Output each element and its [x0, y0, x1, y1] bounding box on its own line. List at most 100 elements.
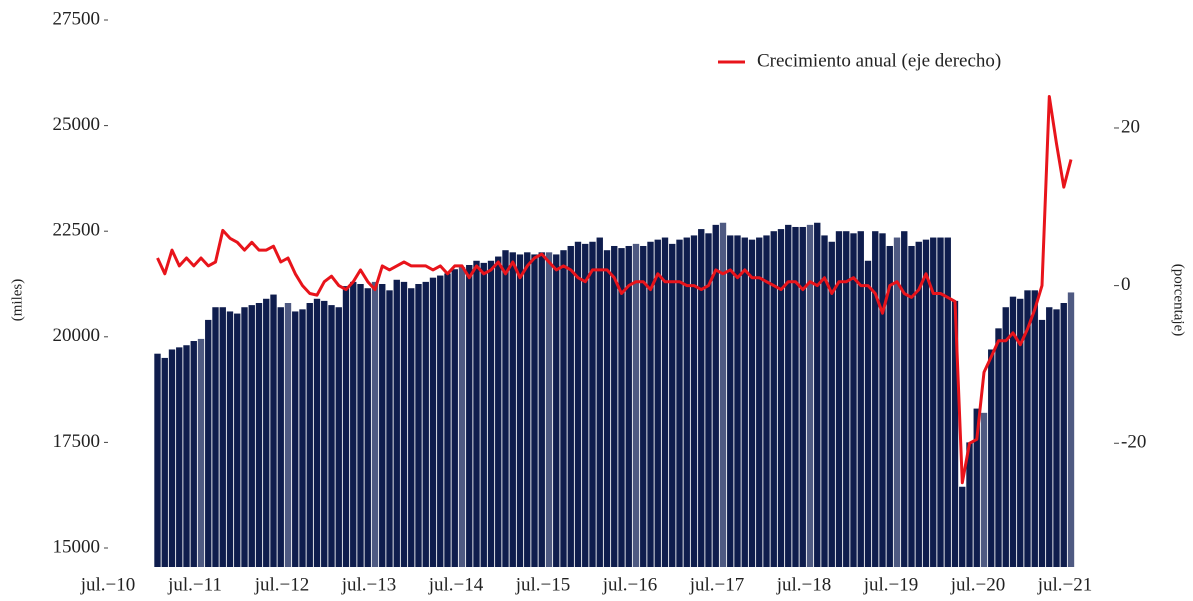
- bar: [661, 237, 669, 567]
- bar: [466, 264, 473, 567]
- bar: [1024, 290, 1031, 567]
- bar: [183, 345, 190, 567]
- y-tick-label: 15000: [53, 536, 101, 557]
- bar: [850, 233, 857, 567]
- bar: [342, 286, 350, 567]
- bar: [299, 309, 306, 567]
- bar: [487, 260, 495, 567]
- bar: [705, 233, 712, 567]
- bar: [248, 305, 255, 567]
- bar: [632, 243, 640, 568]
- bar: [371, 281, 379, 567]
- bar: [422, 281, 429, 567]
- bar: [255, 303, 263, 567]
- bar: [748, 239, 756, 568]
- bar: [799, 226, 806, 568]
- bar: [335, 307, 342, 567]
- bar: [509, 252, 516, 568]
- y2-axis-label: (porcentaje): [1171, 264, 1187, 336]
- bar: [386, 290, 393, 567]
- bar: [212, 307, 219, 567]
- bar: [350, 281, 357, 567]
- bar: [821, 235, 828, 568]
- bar: [698, 229, 705, 567]
- bar: [864, 260, 872, 567]
- x-tick-label: jul.−11: [167, 574, 222, 595]
- bar: [582, 243, 589, 568]
- x-tick-label: jul.−20: [950, 574, 1006, 595]
- bar: [690, 235, 698, 568]
- bar: [473, 260, 480, 567]
- line: [156, 95, 1073, 485]
- bar: [1038, 319, 1046, 567]
- bar: [379, 283, 386, 567]
- bar: [756, 237, 763, 567]
- bar: [197, 338, 205, 567]
- bar: [951, 300, 959, 567]
- bar: [603, 250, 611, 567]
- bar: [683, 237, 690, 567]
- y2-tick-label: 20: [1121, 116, 1140, 137]
- bar: [857, 231, 864, 568]
- bar: [835, 231, 843, 568]
- bar: [277, 307, 284, 567]
- bar: [531, 254, 538, 567]
- bar: [553, 254, 560, 567]
- bar: [495, 256, 502, 567]
- bar: [727, 235, 734, 568]
- bar: [545, 252, 553, 568]
- x-tick-label: jul.−13: [341, 574, 397, 595]
- x-tick-label: jul.−16: [602, 574, 658, 595]
- bar: [596, 237, 603, 567]
- bar: [328, 305, 335, 567]
- bar: [843, 231, 850, 568]
- bar: [313, 298, 321, 567]
- y2-tick-label: -20: [1121, 432, 1146, 453]
- y2-tick-label: 0: [1121, 274, 1131, 295]
- y-tick-label: 27500: [53, 8, 101, 29]
- bar: [611, 245, 618, 567]
- bar: [908, 245, 915, 567]
- bar: [1067, 292, 1075, 567]
- bar: [415, 283, 422, 567]
- bar: [437, 275, 444, 567]
- bar: [451, 269, 458, 567]
- bar: [364, 288, 371, 567]
- bar: [270, 294, 277, 567]
- bar: [1002, 307, 1009, 567]
- y-tick-label: 20000: [53, 325, 101, 346]
- bar: [168, 349, 176, 567]
- bar: [770, 231, 777, 568]
- bar: [524, 252, 531, 568]
- bar: [176, 347, 183, 567]
- bar: [458, 267, 466, 567]
- bar: [669, 243, 676, 568]
- x-tick-label: jul.−12: [254, 574, 310, 595]
- bar: [937, 237, 944, 567]
- bar: [292, 311, 299, 567]
- bar: [741, 237, 748, 567]
- bar: [161, 357, 168, 567]
- bar: [429, 277, 437, 567]
- bar: [625, 245, 632, 567]
- bar: [922, 239, 930, 568]
- bar: [1053, 309, 1060, 567]
- x-tick-label: jul.−19: [863, 574, 919, 595]
- bar: [234, 313, 241, 567]
- bar: [988, 349, 995, 567]
- bar: [502, 250, 509, 567]
- bar: [357, 283, 364, 567]
- bar: [219, 307, 226, 567]
- bar: [777, 229, 785, 567]
- bar: [980, 412, 988, 567]
- bar: [893, 237, 901, 567]
- bar: [226, 311, 234, 567]
- bar: [973, 408, 980, 567]
- bar: [640, 245, 647, 567]
- bar: [763, 235, 770, 568]
- bar: [647, 241, 654, 567]
- bar: [806, 224, 814, 567]
- bar: [1060, 303, 1067, 567]
- bar: [408, 288, 415, 567]
